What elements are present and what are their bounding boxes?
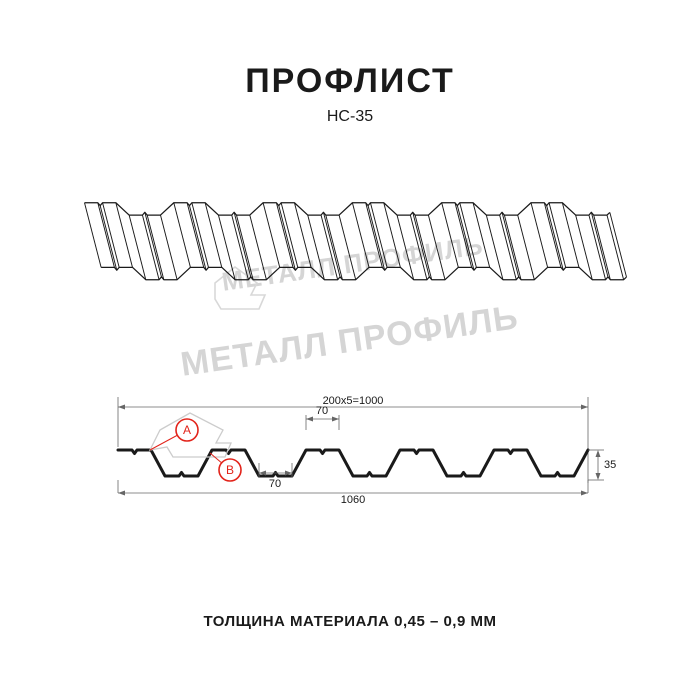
svg-text:35: 35 <box>604 459 616 471</box>
svg-text:70: 70 <box>316 405 328 417</box>
svg-text:A: A <box>183 423 191 437</box>
svg-text:200x5=1000: 200x5=1000 <box>323 395 384 407</box>
svg-text:1060: 1060 <box>341 494 365 505</box>
svg-text:B: B <box>226 463 234 477</box>
svg-text:70: 70 <box>269 478 281 490</box>
